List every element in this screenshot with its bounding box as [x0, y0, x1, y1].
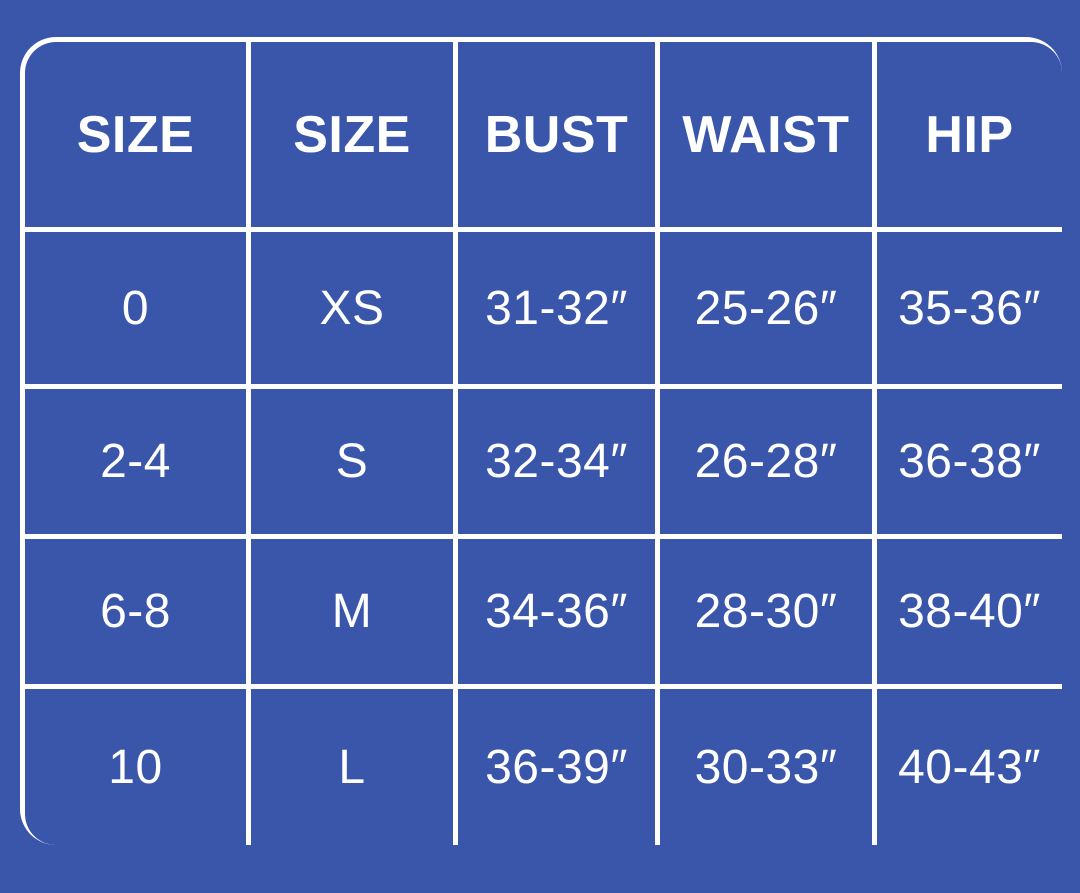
table-cell: 36-39″: [458, 689, 655, 845]
table-cell: 31-32″: [458, 232, 655, 384]
header-bust: BUST: [458, 42, 655, 227]
table-cell: 26-28″: [660, 389, 872, 534]
table-cell: L: [251, 689, 453, 845]
table-cell: 38-40″: [877, 539, 1062, 684]
table-cell: 28-30″: [660, 539, 872, 684]
header-size-letter: SIZE: [251, 42, 453, 227]
table-cell: 6-8: [25, 539, 246, 684]
size-chart-table: SIZE SIZE BUST WAIST HIP 0 XS 31-32″ 25-…: [20, 37, 1062, 845]
table-cell: 35-36″: [877, 232, 1062, 384]
table-cell: M: [251, 539, 453, 684]
table-cell: 25-26″: [660, 232, 872, 384]
table-cell: 36-38″: [877, 389, 1062, 534]
table-cell: XS: [251, 232, 453, 384]
table-cell: 10: [25, 689, 246, 845]
table-cell: S: [251, 389, 453, 534]
table-cell: 0: [25, 232, 246, 384]
table-cell: 34-36″: [458, 539, 655, 684]
header-waist: WAIST: [660, 42, 872, 227]
table-cell: 32-34″: [458, 389, 655, 534]
table-cell: 30-33″: [660, 689, 872, 845]
header-size-numeric: SIZE: [25, 42, 246, 227]
table-cell: 40-43″: [877, 689, 1062, 845]
table-cell: 2-4: [25, 389, 246, 534]
header-hip: HIP: [877, 42, 1062, 227]
